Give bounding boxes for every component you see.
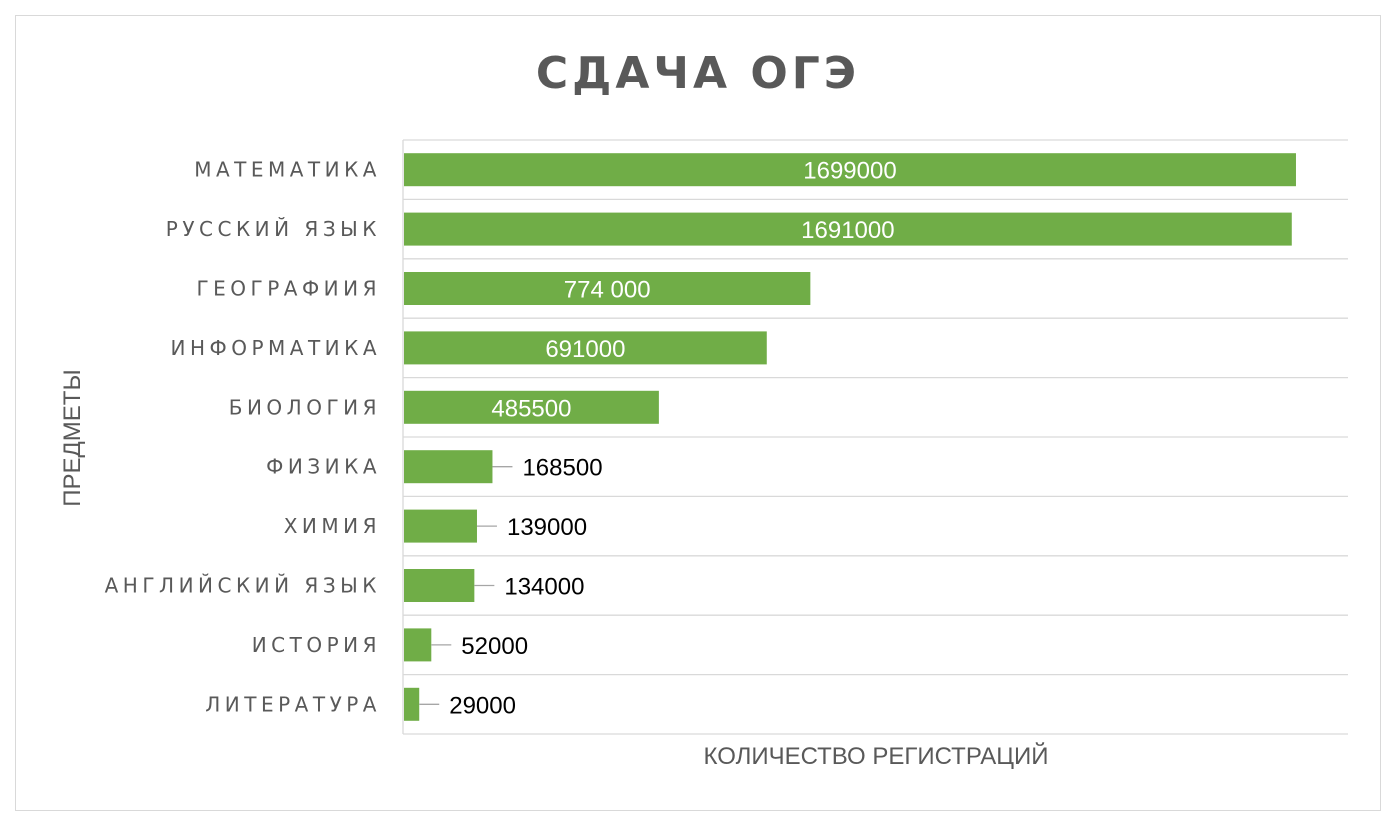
data-label: 485500 <box>491 395 571 422</box>
bar <box>404 212 1292 246</box>
bar <box>404 331 767 365</box>
category-label: АНГЛИЙСКИЙ ЯЗЫК <box>105 574 381 598</box>
data-label: 774 000 <box>564 277 651 304</box>
gridlines <box>402 139 1348 735</box>
chart-frame <box>15 15 1381 811</box>
category-label: ФИЗИКА <box>266 455 381 479</box>
data-label: 1699000 <box>803 158 896 185</box>
chart-title: СДАЧА ОГЭ <box>536 48 860 99</box>
category-label: ИСТОРИЯ <box>252 633 381 657</box>
category-label: ХИМИЯ <box>284 514 381 538</box>
x-axis-title: КОЛИЧЕСТВО РЕГИСТРАЦИЙ <box>704 742 1049 770</box>
bar <box>404 509 477 543</box>
data-label: 52000 <box>461 633 528 660</box>
data-label: 139000 <box>507 514 587 541</box>
data-label: 134000 <box>504 574 584 601</box>
bars: 1699000 1691000 774 000 691000 485500 168500 1… <box>404 153 1296 721</box>
bar <box>404 569 475 602</box>
category-label: МАТЕМАТИКА <box>194 158 381 182</box>
data-label: 168500 <box>522 455 602 482</box>
bar <box>404 390 659 424</box>
y-axis-title: ПРЕДМЕТЫ <box>59 369 86 506</box>
bar <box>404 272 811 305</box>
category-label: ГЕОГРАФИИЯ <box>196 277 381 301</box>
category-label: ИНФОРМАТИКА <box>170 336 381 360</box>
data-label: 1691000 <box>801 217 894 244</box>
category-label: РУССКИЙ ЯЗЫК <box>166 217 381 241</box>
bar <box>404 628 432 662</box>
bar <box>404 687 420 721</box>
category-label: ЛИТЕРАТУРА <box>205 692 381 716</box>
bar <box>404 450 493 484</box>
bar <box>404 153 1296 187</box>
data-label: 29000 <box>449 692 516 719</box>
data-label: 691000 <box>545 336 625 363</box>
category-labels: МАТЕМАТИКА РУССКИЙ ЯЗЫК ГЕОГРАФИИЯ ИНФОРМАТ… <box>105 158 381 717</box>
category-label: БИОЛОГИЯ <box>229 395 381 419</box>
